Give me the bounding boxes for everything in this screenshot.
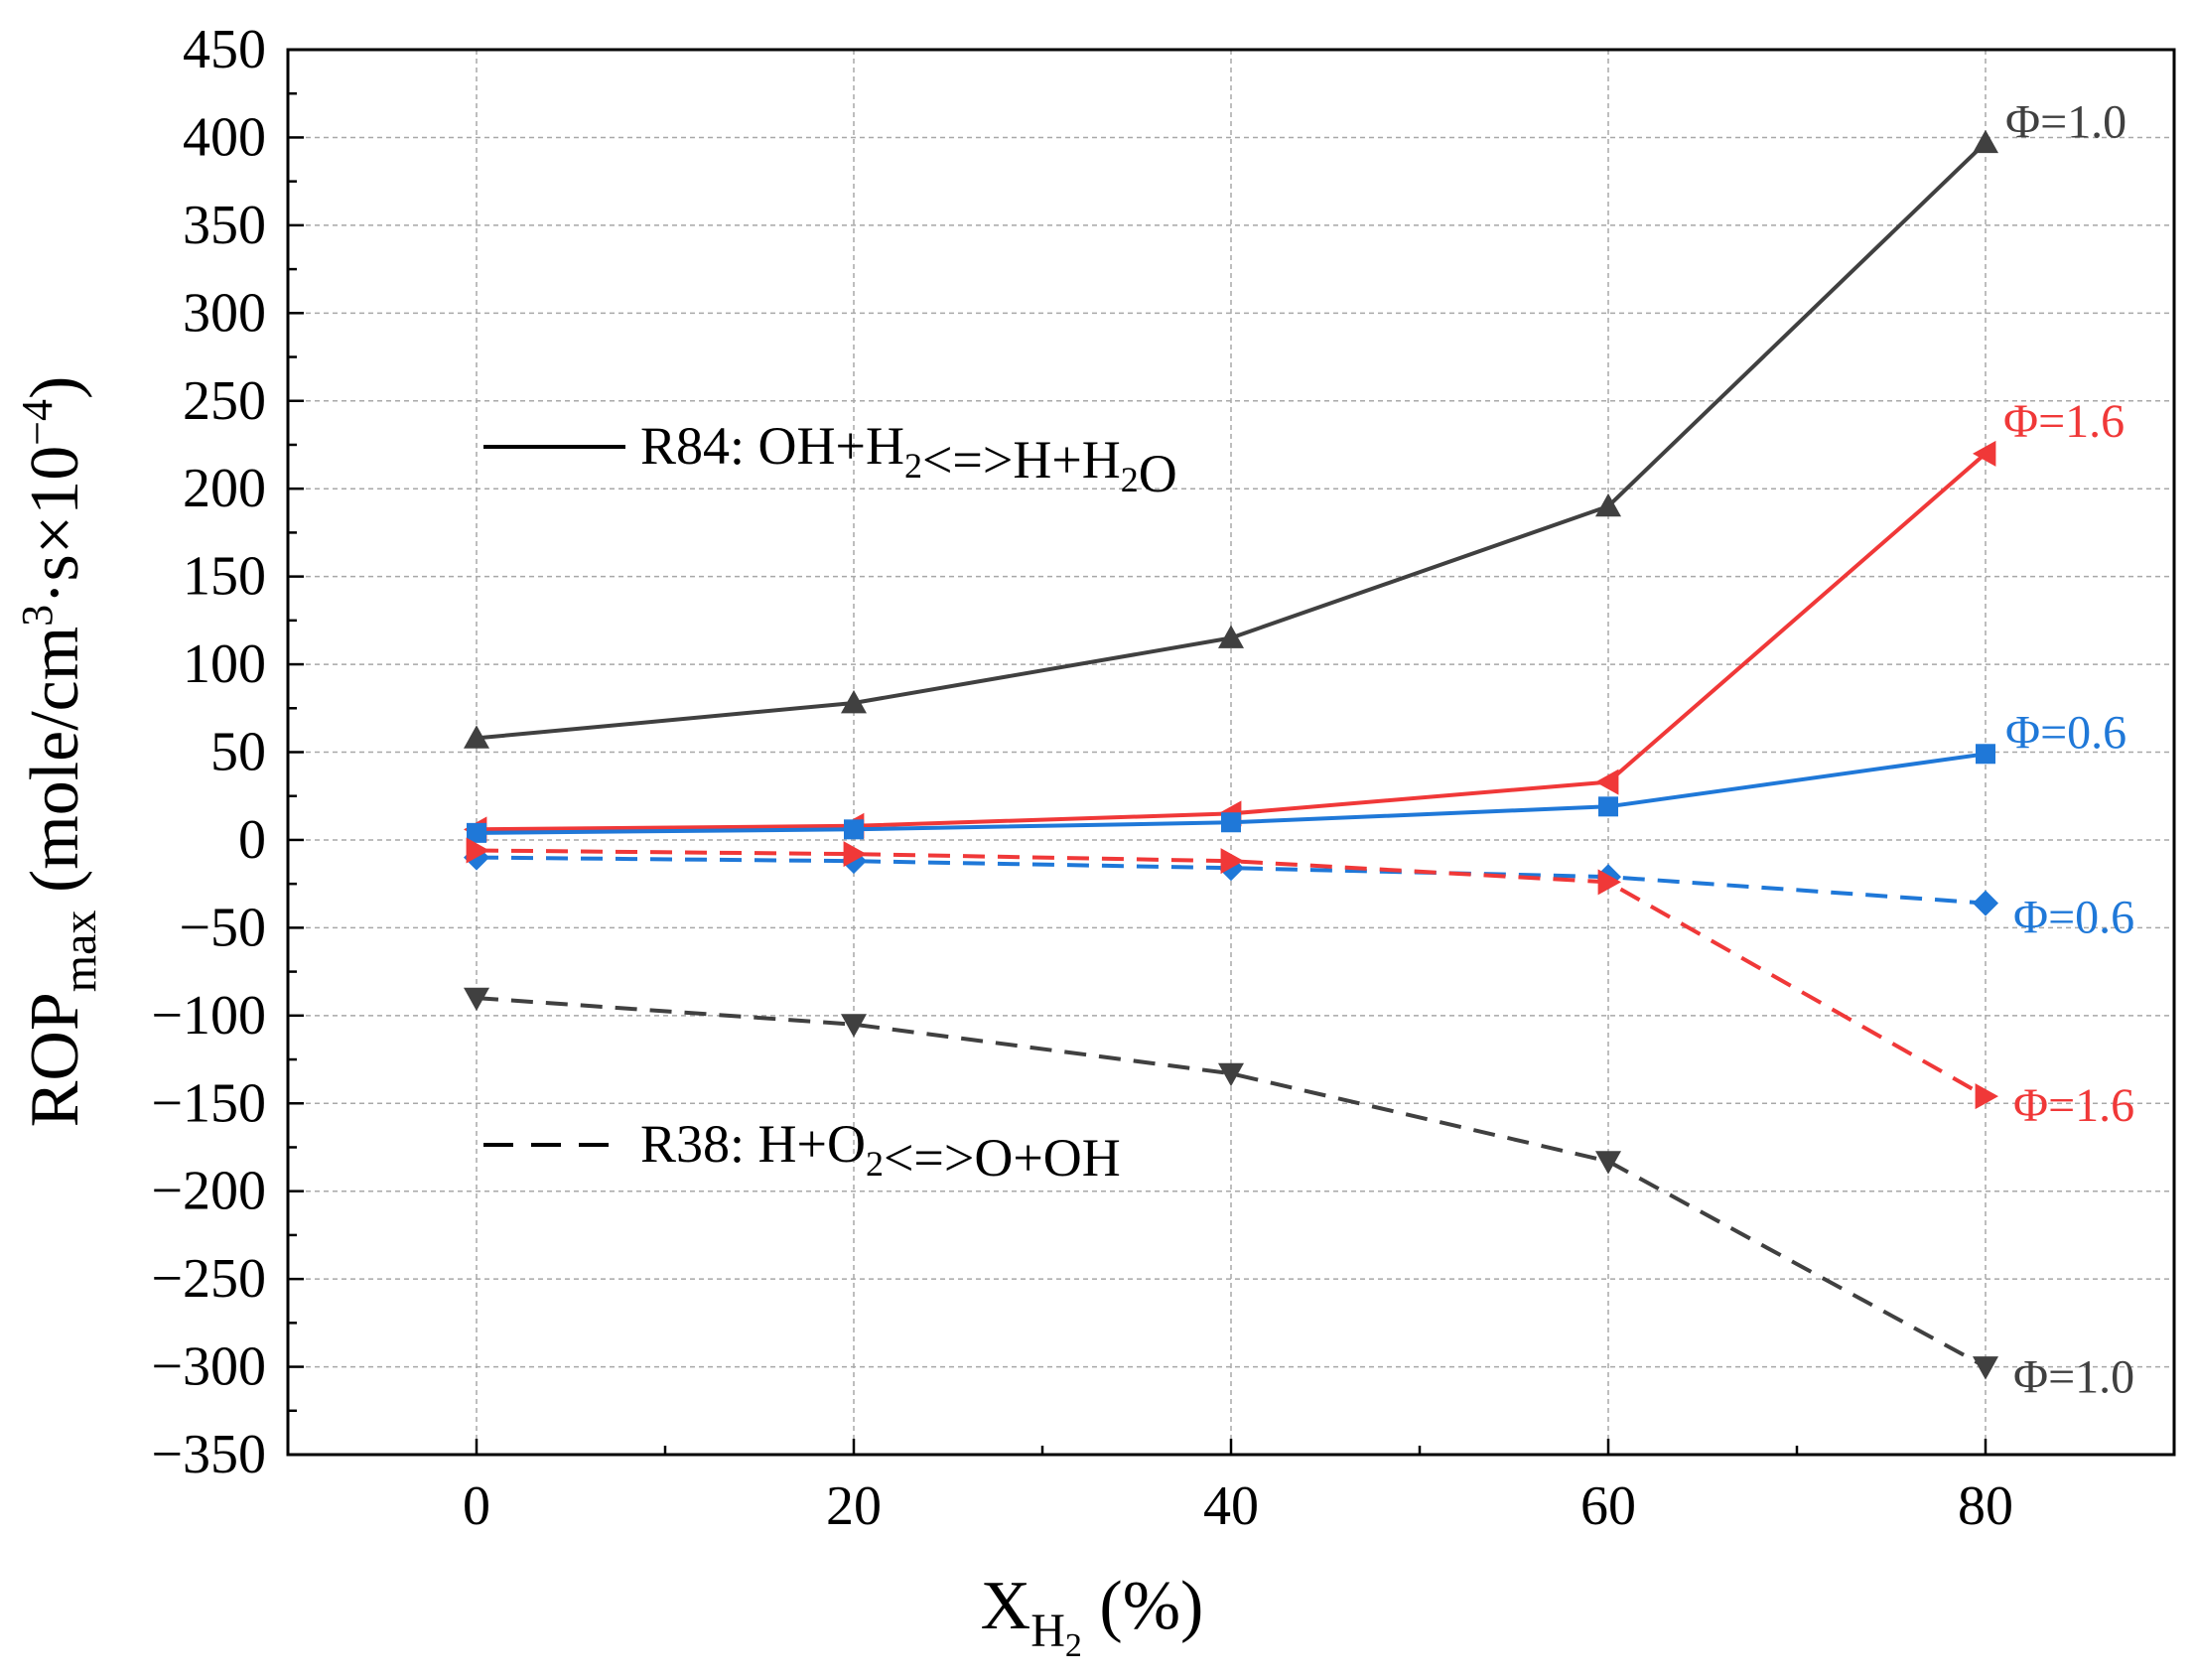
series-end-label: Φ=0.6 (2013, 892, 2134, 944)
series-layer (464, 129, 1998, 1380)
y-tick-label: 200 (183, 458, 266, 519)
legend-label-dashed: R38: H+O2<=>O+OH (640, 1114, 1121, 1188)
legend: R84: OH+H2<=>H+H2O R38: H+O2<=>O+OH (483, 416, 1177, 1188)
series-line (476, 855, 1987, 906)
x-tick-label: 80 (1958, 1475, 2013, 1537)
y-tick-label: 50 (210, 722, 266, 783)
x-tick-label: 60 (1580, 1475, 1636, 1537)
x-axis-title: XH2 (%) (981, 1568, 1204, 1664)
legend-label-solid: R84: OH+H2<=>H+H2O (640, 416, 1177, 503)
y-tick-label: −50 (179, 897, 266, 958)
x-tick-label: 40 (1203, 1475, 1259, 1537)
data-point-marker (1595, 1151, 1621, 1175)
data-point-marker (1597, 869, 1621, 896)
series-r84-triangle-up (464, 129, 1998, 749)
series-r38-triangle-right (466, 837, 1998, 1110)
y-tick-label: 300 (183, 282, 266, 344)
data-point-marker (1220, 848, 1244, 875)
y-axis-title-text: ROPmax (mole/cm3·s×10−4) (13, 376, 106, 1128)
y-axis-title: ROPmax (mole/cm3·s×10−4) (13, 376, 106, 1128)
data-point-marker (841, 689, 867, 714)
series-end-label: Φ=0.6 (2005, 706, 2126, 759)
data-point-marker (1973, 440, 1996, 467)
data-point-marker (1973, 1356, 1998, 1380)
data-point-marker (1973, 129, 1998, 154)
data-point-marker (1598, 796, 1618, 817)
data-point-marker (844, 819, 864, 840)
series-end-label: Φ=1.0 (2013, 1351, 2134, 1404)
axis-titles: XH2 (%) ROPmax (mole/cm3·s×10−4) (13, 376, 1203, 1664)
data-point-marker (1976, 744, 1995, 765)
y-tick-label: 0 (238, 809, 266, 871)
x-tick-label: 0 (463, 1475, 490, 1537)
y-tick-label: 350 (183, 195, 266, 256)
y-tick-label: 100 (183, 633, 266, 695)
series-end-label: Φ=1.6 (2013, 1079, 2134, 1132)
y-tick-label: −150 (151, 1072, 266, 1134)
data-point-marker (841, 1014, 867, 1038)
y-tick-label: −300 (151, 1336, 266, 1398)
data-point-marker (467, 822, 486, 843)
series-r38-triangle-down (464, 987, 1998, 1380)
series-labels: Φ=1.0 Φ=1.6 Φ=0.6 Φ=0.6 Φ=1.6 Φ=1.0 (2003, 96, 2134, 1404)
series-line (476, 996, 1987, 1369)
y-tick-label: −100 (151, 985, 266, 1047)
data-point-marker (464, 725, 489, 749)
series-r84-square (467, 744, 1995, 843)
y-tick-label: 400 (183, 106, 266, 168)
y-tick-label: −200 (151, 1161, 266, 1222)
data-point-marker (1595, 769, 1619, 795)
data-point-marker (1595, 492, 1621, 517)
data-point-marker (466, 837, 489, 864)
series-end-label: Φ=1.0 (2005, 96, 2126, 149)
series-end-label: Φ=1.6 (2003, 395, 2125, 448)
data-point-marker (1975, 1083, 1998, 1110)
data-point-marker (1221, 812, 1241, 833)
y-tick-label: 250 (183, 370, 266, 432)
data-point-marker (1218, 1062, 1244, 1087)
y-tick-label: 150 (183, 546, 266, 608)
y-tick-label: −250 (151, 1248, 266, 1310)
data-point-marker (843, 841, 867, 868)
data-point-marker (1973, 890, 1998, 916)
grid (288, 50, 2174, 1455)
axis-ticks: 0 20 40 60 80 −350 −300 −250 −200 −150 −100 −50 0 50 1… (151, 19, 2176, 1537)
x-tick-label: 20 (826, 1475, 882, 1537)
series-line (476, 848, 1987, 1098)
data-point-marker (1218, 625, 1244, 648)
data-point-marker (464, 987, 489, 1012)
y-tick-label: −350 (151, 1424, 266, 1485)
y-tick-label: 450 (183, 19, 266, 80)
